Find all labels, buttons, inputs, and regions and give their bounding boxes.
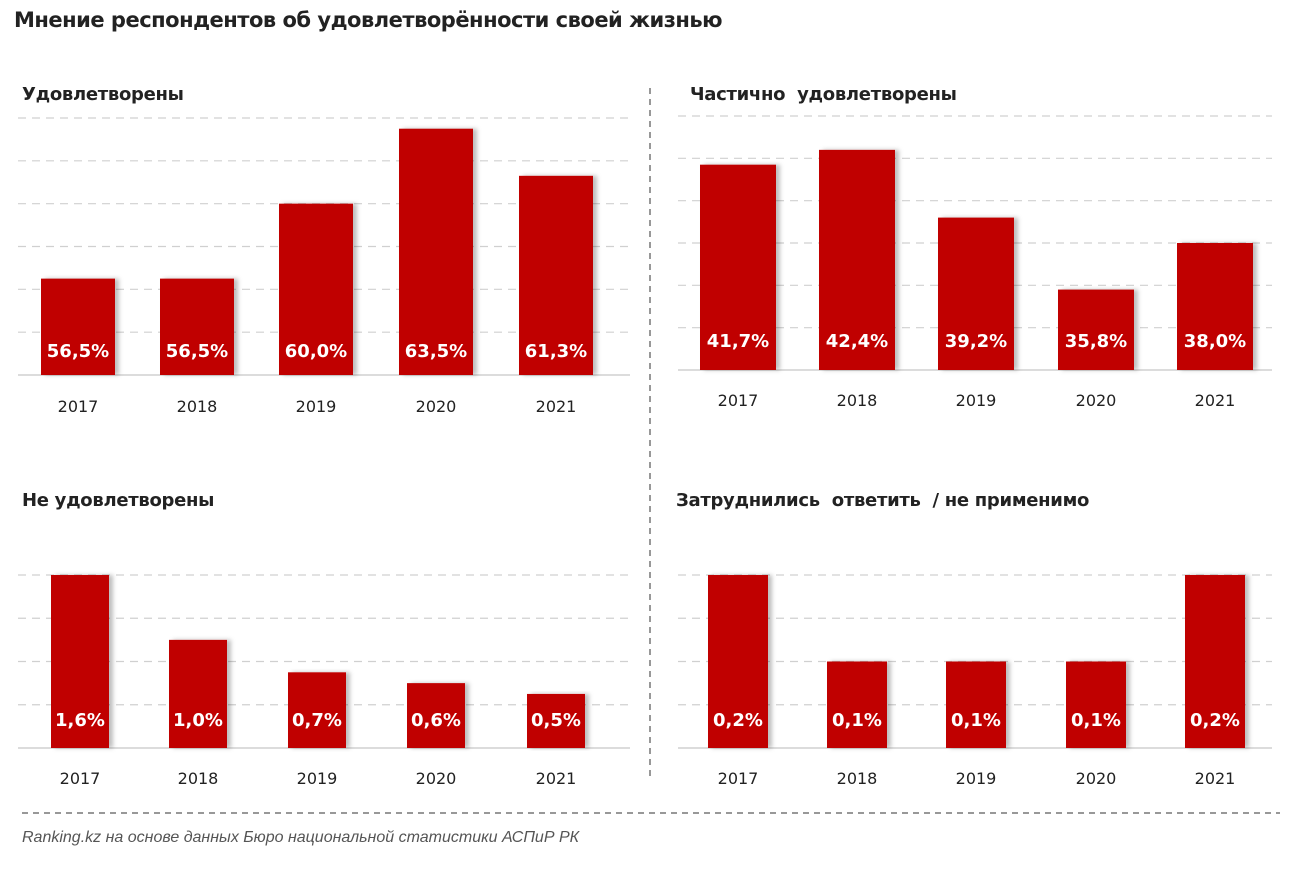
data-label: 60,0%: [285, 341, 347, 362]
x-tick-label: 2020: [1076, 769, 1117, 788]
panel-title-not-satisfied: Не удовлетворены: [22, 490, 215, 511]
x-tick-label: 2017: [60, 769, 101, 788]
bar-2021: [527, 693, 585, 748]
data-label: 0,7%: [292, 710, 342, 731]
bar-2021: [1177, 243, 1253, 370]
x-tick-label: 2018: [178, 769, 219, 788]
x-tick-label: 2021: [1195, 391, 1236, 410]
bar-2018: [169, 639, 227, 748]
bar-2019: [938, 217, 1014, 370]
x-tick-label: 2018: [837, 391, 878, 410]
bar-2018: [827, 661, 887, 748]
source-note: Ranking.kz на основе данных Бюро национа…: [22, 829, 580, 846]
bar-2019: [279, 203, 353, 375]
bar-2017: [708, 575, 768, 748]
x-tick-label: 2021: [536, 397, 577, 416]
data-label: 0,1%: [1071, 710, 1121, 731]
data-label: 42,4%: [826, 331, 888, 352]
x-tick-label: 2019: [956, 391, 997, 410]
bar-2021: [1185, 575, 1245, 748]
x-tick-label: 2021: [536, 769, 577, 788]
bar-2017: [700, 164, 776, 370]
data-label: 61,3%: [525, 341, 587, 362]
bar-2018: [160, 278, 234, 375]
x-tick-label: 2020: [416, 769, 457, 788]
data-label: 35,8%: [1065, 331, 1127, 352]
panel-title-undecided: Затруднились ответить / не применимо: [676, 490, 1090, 511]
data-label: 1,6%: [55, 710, 105, 731]
panel-title-satisfied: Удовлетворены: [22, 84, 184, 105]
x-tick-label: 2020: [416, 397, 457, 416]
data-label: 0,2%: [713, 710, 763, 731]
x-tick-label: 2021: [1195, 769, 1236, 788]
x-tick-label: 2018: [837, 769, 878, 788]
x-tick-label: 2020: [1076, 391, 1117, 410]
bar-2018: [819, 149, 895, 370]
x-tick-label: 2019: [297, 769, 338, 788]
data-label: 0,6%: [411, 710, 461, 731]
bar-2020: [407, 683, 465, 748]
data-label: 39,2%: [945, 331, 1007, 352]
data-label: 38,0%: [1184, 331, 1246, 352]
data-label: 63,5%: [405, 341, 467, 362]
x-tick-label: 2017: [58, 397, 99, 416]
x-tick-label: 2017: [718, 769, 759, 788]
data-label: 0,1%: [832, 710, 882, 731]
bar-2021: [519, 175, 593, 375]
data-label: 1,0%: [173, 710, 223, 731]
data-label: 56,5%: [47, 341, 109, 362]
bar-2019: [946, 661, 1006, 748]
page-title: Мнение респондентов об удовлетворённости…: [14, 8, 723, 32]
bar-2020: [1066, 661, 1126, 748]
x-tick-label: 2017: [718, 391, 759, 410]
bar-2020: [399, 128, 473, 375]
bar-2019: [288, 672, 346, 748]
x-tick-label: 2018: [177, 397, 218, 416]
data-label: 41,7%: [707, 331, 769, 352]
data-label: 0,5%: [531, 710, 581, 731]
bar-2020: [1058, 289, 1134, 370]
bar-2017: [51, 575, 109, 748]
panel-title-partially: Частично удовлетворены: [690, 84, 957, 105]
x-tick-label: 2019: [956, 769, 997, 788]
x-tick-label: 2019: [296, 397, 337, 416]
data-label: 0,2%: [1190, 710, 1240, 731]
data-label: 56,5%: [166, 341, 228, 362]
data-label: 0,1%: [951, 710, 1001, 731]
bar-2017: [41, 278, 115, 375]
